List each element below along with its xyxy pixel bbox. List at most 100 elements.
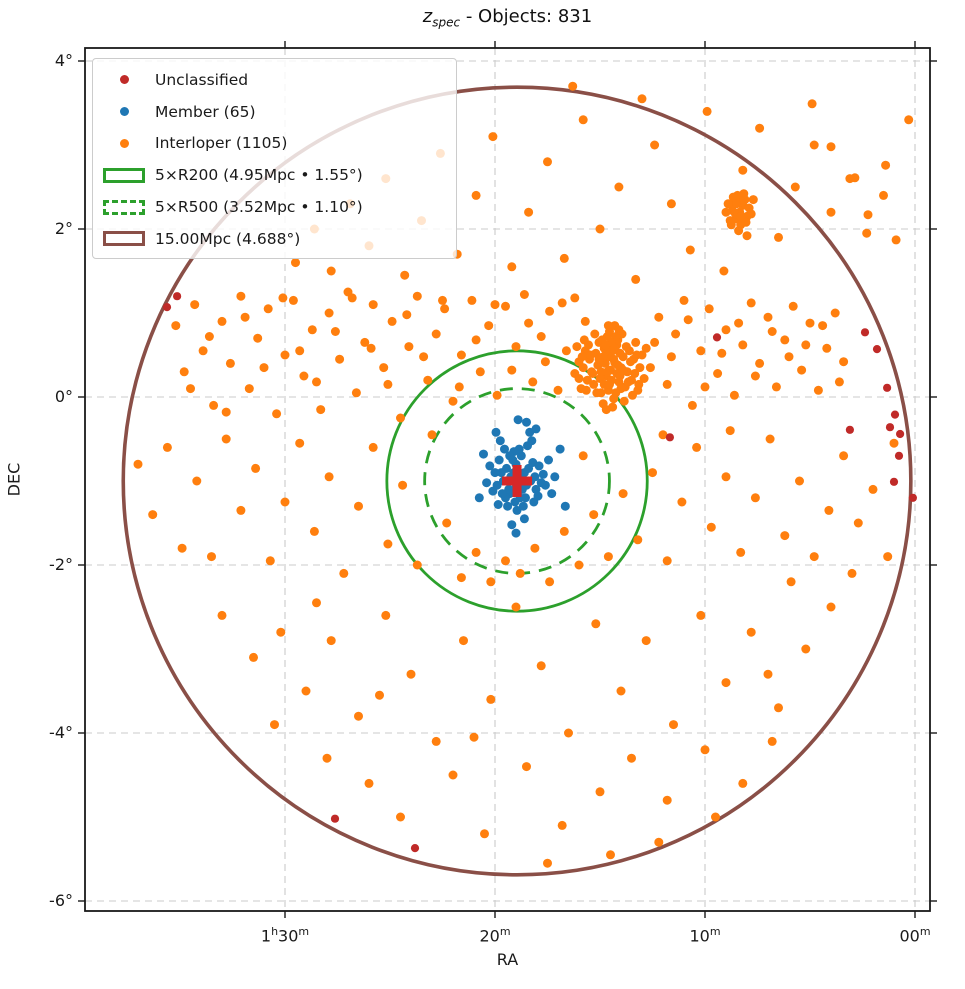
legend-patch-marker bbox=[103, 199, 145, 215]
data-point bbox=[482, 478, 492, 488]
data-point bbox=[379, 363, 389, 373]
data-point bbox=[631, 274, 641, 284]
data-point bbox=[217, 610, 227, 620]
data-point bbox=[559, 253, 569, 263]
data-point bbox=[860, 328, 870, 337]
data-point bbox=[696, 346, 706, 356]
data-point bbox=[767, 327, 777, 336]
data-point bbox=[534, 461, 544, 471]
data-point bbox=[830, 308, 840, 318]
data-point bbox=[339, 568, 349, 578]
data-point bbox=[276, 627, 286, 637]
data-point bbox=[280, 497, 290, 507]
data-point bbox=[490, 300, 500, 310]
data-point bbox=[459, 636, 468, 646]
data-point bbox=[312, 598, 321, 608]
data-point bbox=[795, 476, 804, 486]
data-point bbox=[412, 291, 422, 301]
data-point bbox=[662, 379, 672, 389]
data-point bbox=[580, 316, 590, 326]
legend-item-0: Unclassified bbox=[93, 64, 456, 96]
y-tick-label: -4° bbox=[49, 723, 73, 742]
data-point bbox=[507, 262, 517, 272]
data-point bbox=[396, 812, 405, 822]
data-point bbox=[801, 340, 811, 350]
data-point bbox=[475, 367, 485, 377]
data-point bbox=[524, 318, 534, 328]
data-point bbox=[734, 226, 744, 236]
data-point bbox=[351, 388, 361, 398]
data-point bbox=[471, 190, 481, 200]
data-point bbox=[654, 312, 664, 322]
data-point bbox=[522, 762, 531, 772]
data-point bbox=[658, 430, 668, 440]
data-point bbox=[259, 363, 269, 373]
data-point bbox=[568, 81, 578, 91]
legend-item-2: Interloper (1105) bbox=[93, 128, 456, 160]
data-point bbox=[440, 304, 450, 314]
data-point bbox=[885, 423, 895, 432]
data-point bbox=[582, 375, 592, 385]
data-point bbox=[454, 382, 464, 392]
data-point bbox=[291, 258, 300, 268]
data-point bbox=[738, 778, 748, 788]
data-point bbox=[295, 346, 305, 356]
data-point bbox=[889, 438, 899, 448]
data-point bbox=[547, 489, 557, 499]
data-point bbox=[471, 547, 481, 557]
data-point bbox=[696, 610, 706, 620]
data-point bbox=[824, 505, 834, 515]
data-point bbox=[536, 332, 546, 341]
data-point bbox=[513, 415, 523, 425]
data-point bbox=[278, 293, 288, 303]
data-point bbox=[805, 318, 815, 328]
y-axis-label: DEC bbox=[4, 462, 24, 497]
data-point bbox=[484, 321, 494, 331]
data-point bbox=[725, 426, 735, 436]
data-point bbox=[209, 400, 219, 410]
data-point bbox=[630, 369, 640, 378]
data-point bbox=[890, 410, 900, 419]
data-point bbox=[544, 455, 553, 465]
data-point bbox=[679, 295, 689, 305]
data-point bbox=[521, 493, 530, 503]
data-point bbox=[560, 501, 570, 511]
data-point bbox=[780, 335, 790, 345]
data-point bbox=[717, 348, 727, 358]
data-point bbox=[726, 220, 736, 230]
data-point bbox=[578, 451, 588, 461]
legend-patch-marker bbox=[103, 167, 145, 183]
data-point bbox=[750, 493, 760, 503]
data-point bbox=[797, 365, 807, 375]
data-point bbox=[883, 552, 893, 562]
data-point bbox=[383, 379, 393, 389]
data-point bbox=[301, 686, 311, 696]
data-point bbox=[839, 451, 849, 461]
data-point bbox=[621, 342, 631, 352]
data-point bbox=[519, 514, 529, 524]
data-point bbox=[253, 333, 263, 343]
data-point bbox=[650, 337, 660, 347]
legend-item-3: 5×R200 (4.95Mpc • 1.55°) bbox=[93, 159, 456, 191]
data-point bbox=[387, 316, 397, 326]
legend-dot-marker bbox=[119, 75, 129, 85]
data-point bbox=[364, 778, 374, 788]
legend-label: Interloper (1105) bbox=[155, 134, 288, 153]
data-point bbox=[133, 459, 143, 469]
data-point bbox=[591, 619, 601, 629]
data-point bbox=[790, 182, 800, 192]
data-point bbox=[662, 556, 672, 566]
data-point bbox=[719, 266, 729, 276]
data-point bbox=[309, 526, 319, 536]
data-point bbox=[251, 463, 261, 473]
data-point bbox=[564, 728, 573, 738]
data-point bbox=[765, 434, 775, 444]
data-point bbox=[540, 357, 550, 367]
data-point bbox=[486, 577, 496, 587]
data-point bbox=[366, 343, 376, 353]
data-point bbox=[600, 340, 610, 350]
data-point bbox=[438, 295, 447, 305]
data-point bbox=[734, 318, 744, 328]
legend-item-5: 15.00Mpc (4.688°) bbox=[93, 223, 456, 255]
data-point bbox=[522, 417, 531, 427]
